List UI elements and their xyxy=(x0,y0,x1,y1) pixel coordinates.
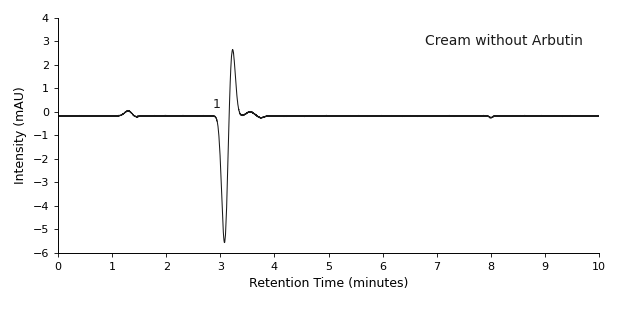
Y-axis label: Intensity (mAU): Intensity (mAU) xyxy=(14,86,27,184)
Text: 1: 1 xyxy=(213,98,221,111)
Text: Cream without Arbutin: Cream without Arbutin xyxy=(425,34,583,48)
X-axis label: Retention Time (minutes): Retention Time (minutes) xyxy=(249,277,408,290)
